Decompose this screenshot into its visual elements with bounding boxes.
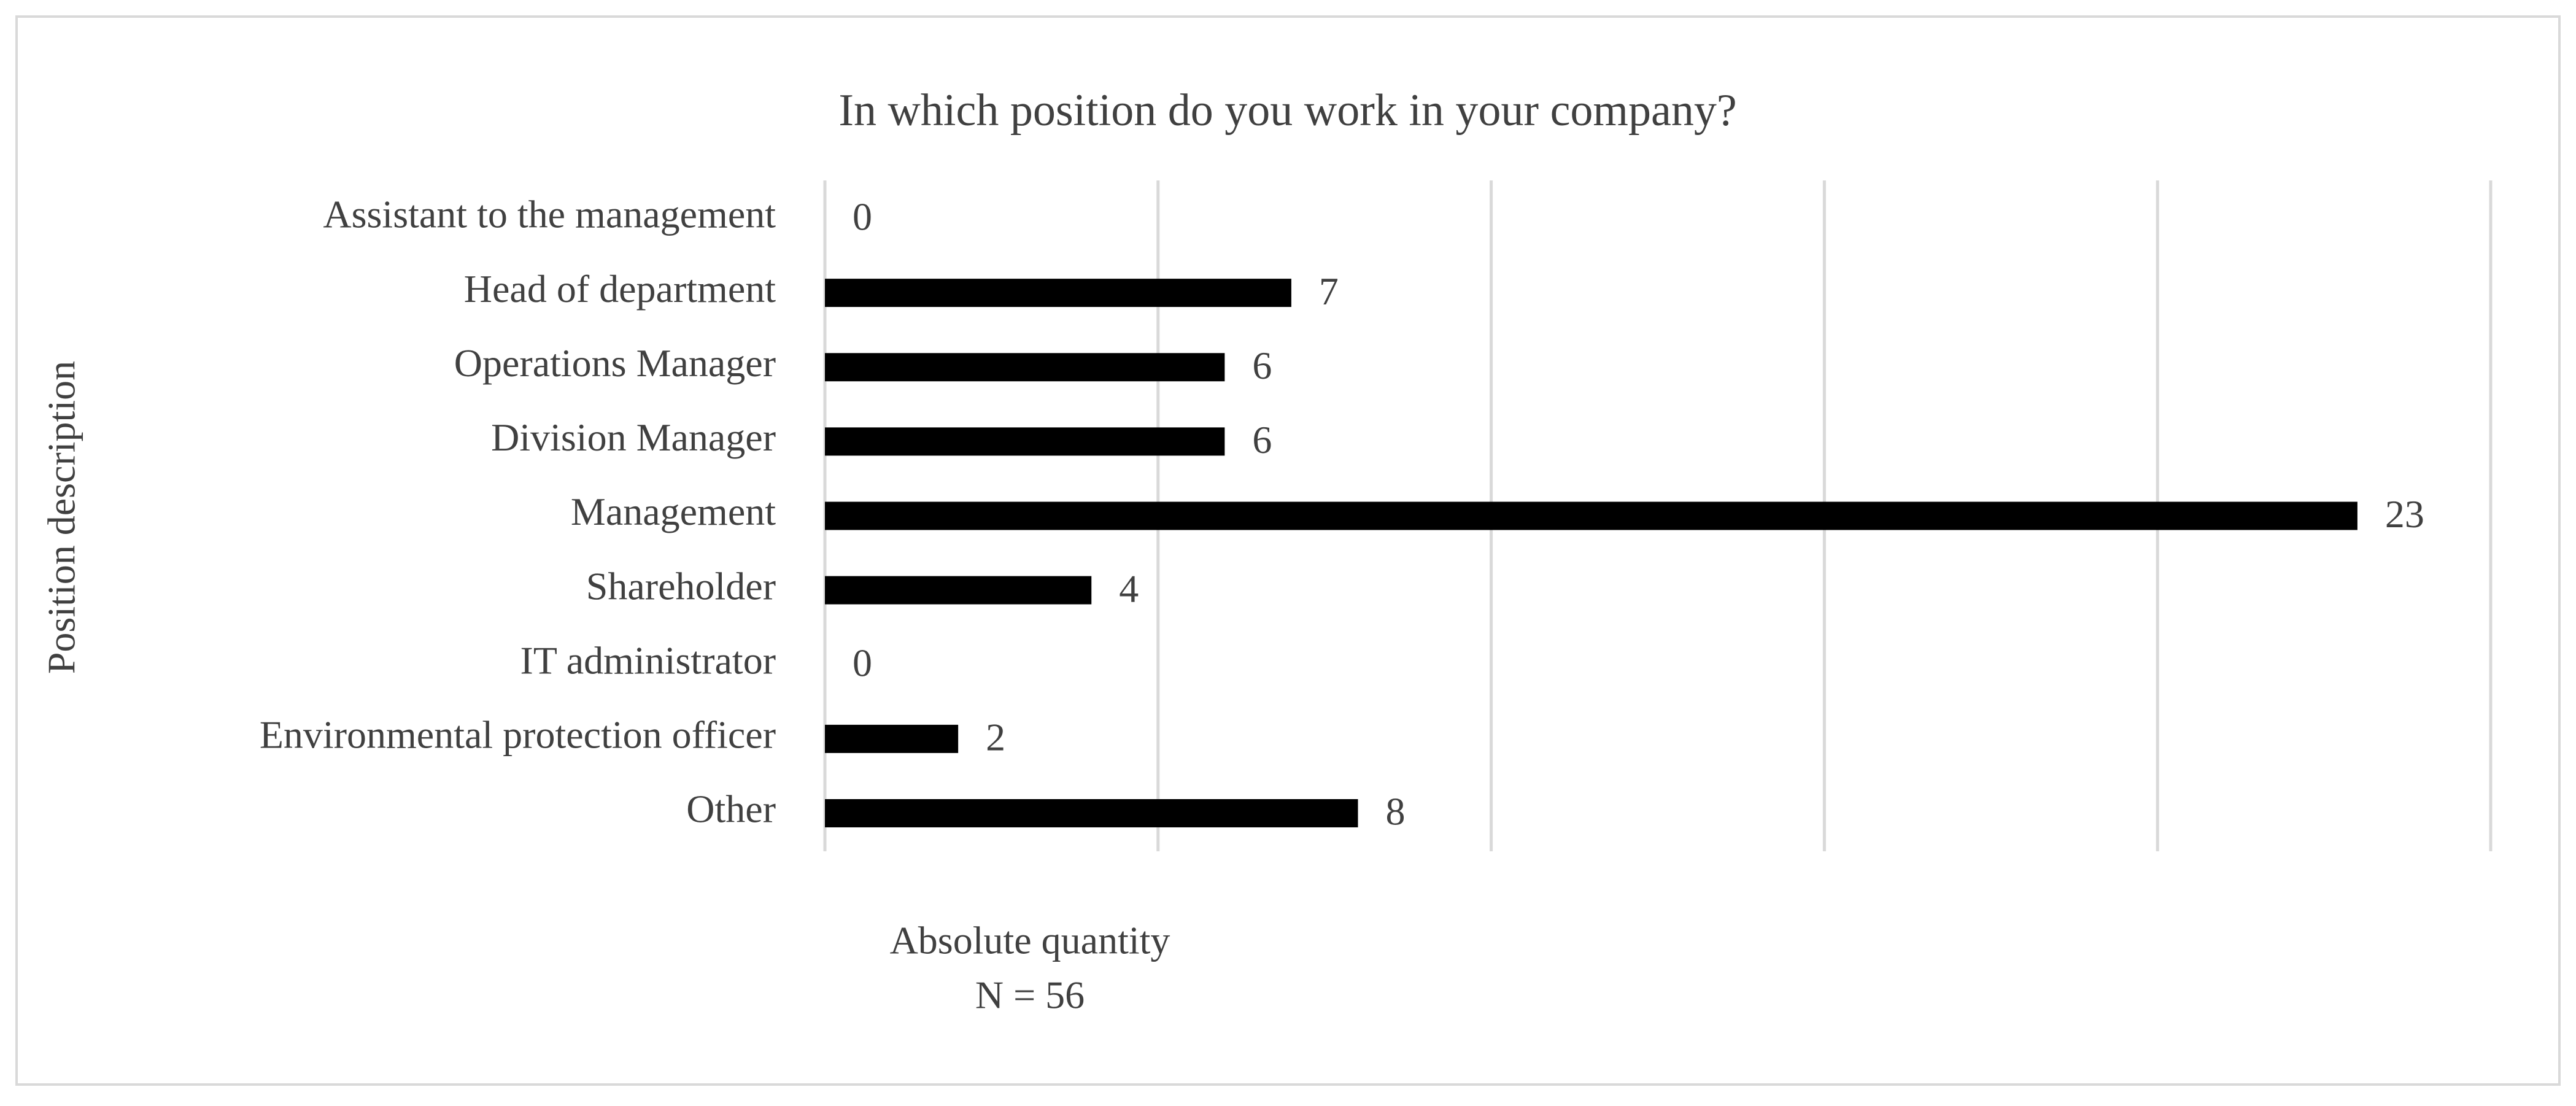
chart-title: In which position do you work in your co… xyxy=(838,85,1736,136)
value-label: 7 xyxy=(1319,269,1339,313)
bar xyxy=(825,724,959,753)
y-tick-label: Assistant to the management xyxy=(323,193,776,236)
y-tick-label: Other xyxy=(686,787,776,831)
chart-border xyxy=(15,15,2561,1086)
y-tick-label: Environmental protection officer xyxy=(260,713,776,757)
value-label: 23 xyxy=(2385,492,2424,536)
value-label: 0 xyxy=(853,195,872,239)
value-label: 6 xyxy=(1252,344,1272,387)
y-tick-label: Operations Manager xyxy=(454,341,776,385)
bar xyxy=(825,501,2357,530)
bar xyxy=(825,427,1225,456)
y-axis-label: Position description xyxy=(40,361,83,674)
y-tick-label: Head of department xyxy=(464,267,776,311)
bar xyxy=(825,576,1092,605)
value-label: 4 xyxy=(1119,567,1139,610)
x-axis-label: Absolute quantity xyxy=(890,919,1170,962)
bar xyxy=(825,799,1358,827)
y-tick-label: IT administrator xyxy=(520,638,776,682)
value-label: 6 xyxy=(1252,418,1272,462)
value-label: 8 xyxy=(1385,790,1405,833)
y-tick-label: Management xyxy=(571,490,776,533)
value-label: 2 xyxy=(986,716,1005,759)
y-tick-label: Division Manager xyxy=(491,416,776,459)
bar xyxy=(825,353,1225,382)
annotation: N = 56 xyxy=(975,973,1085,1017)
y-tick-label: Shareholder xyxy=(586,564,776,608)
value-label: 0 xyxy=(853,641,872,684)
bar xyxy=(825,279,1291,307)
